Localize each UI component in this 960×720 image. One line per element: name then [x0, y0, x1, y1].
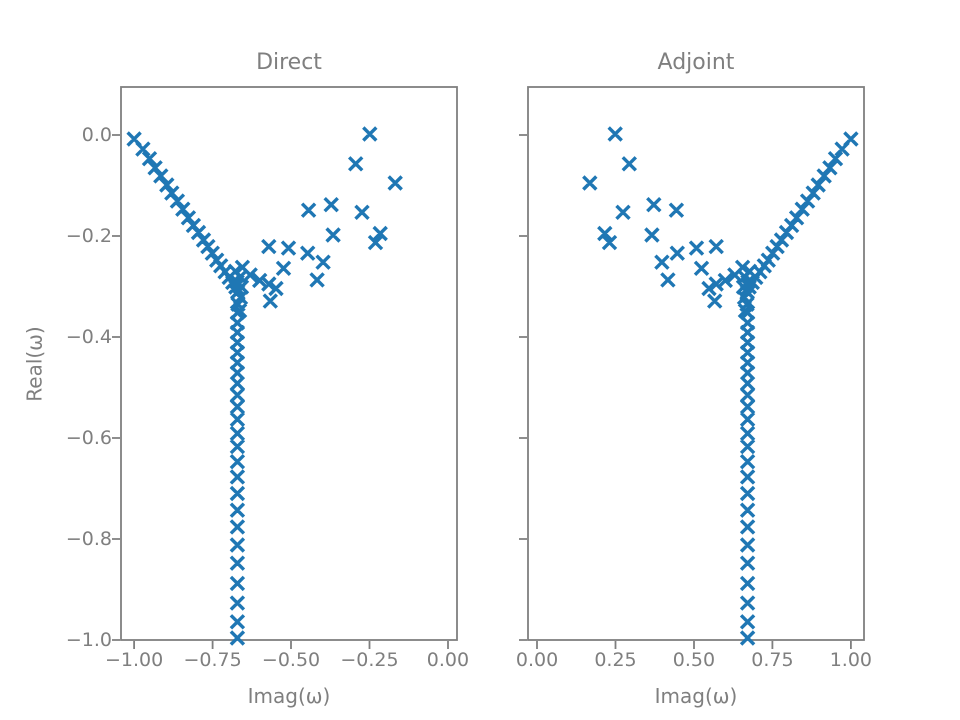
y-tick-label: −1.0 — [65, 628, 112, 651]
x-tick-label: 0.00 — [426, 649, 470, 671]
x-tick-label: 0.00 — [515, 649, 559, 671]
x-tick-label: 0.25 — [594, 649, 637, 671]
plot-adjoint: Adjoint Imag(ω) 0.00 0.25 0.50 0.75 1.00 — [516, 50, 872, 708]
y-tick-label: −0.4 — [65, 325, 112, 348]
plot-direct: Direct Imag(ω) Real(ω) −1.00 −0.75 −0.50 −0… — [23, 50, 469, 708]
scatter-markers — [126, 126, 403, 646]
y-tick-label: −0.6 — [65, 426, 112, 449]
plot-title-adjoint: Adjoint — [657, 50, 735, 75]
y-tick-label: 0.0 — [81, 123, 112, 146]
axes-frame — [120, 86, 458, 641]
x-tick-label: −0.25 — [340, 649, 399, 671]
plot-canvas-adjoint — [519, 86, 865, 649]
x-tick-label: −0.75 — [183, 649, 242, 671]
tick-marks — [112, 134, 449, 649]
scatter-markers — [582, 126, 859, 646]
x-axis-label-direct: Imag(ω) — [247, 684, 331, 708]
x-tick-label: 1.00 — [829, 649, 873, 671]
axes-frame — [527, 86, 865, 641]
y-tick-label: −0.8 — [65, 527, 112, 550]
y-axis-label-wrap: Real(ω) — [15, 86, 55, 641]
x-tick-label: 0.50 — [672, 649, 716, 671]
plot-title-direct: Direct — [256, 50, 322, 75]
x-tick-label: −0.50 — [261, 649, 321, 671]
plot-canvas-direct — [112, 86, 458, 649]
x-axis-label-adjoint: Imag(ω) — [654, 684, 738, 708]
x-tick-label: 0.75 — [751, 649, 794, 671]
y-tick-label: −0.2 — [65, 224, 112, 247]
tick-marks — [519, 134, 852, 649]
x-tick-label: −1.00 — [105, 649, 164, 671]
